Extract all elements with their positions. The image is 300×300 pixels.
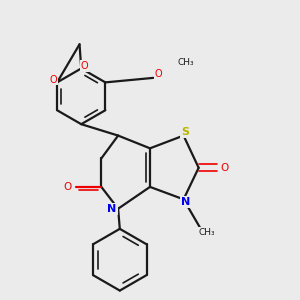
Text: O: O <box>220 163 229 173</box>
Text: O: O <box>154 69 162 79</box>
Text: N: N <box>107 204 117 214</box>
Text: CH₃: CH₃ <box>198 228 215 237</box>
Text: O: O <box>50 75 58 85</box>
Text: O: O <box>64 182 72 192</box>
Text: CH₃: CH₃ <box>178 58 194 67</box>
Text: O: O <box>81 61 88 71</box>
Text: N: N <box>181 197 190 207</box>
Text: S: S <box>181 127 189 137</box>
